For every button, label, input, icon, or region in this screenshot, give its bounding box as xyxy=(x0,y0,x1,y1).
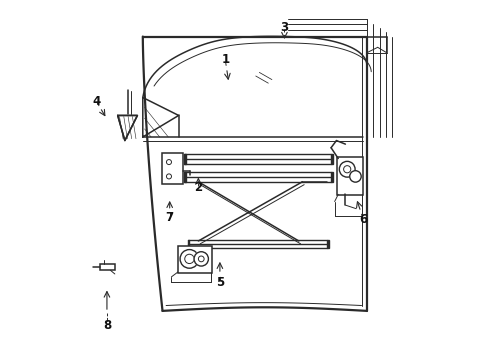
Bar xyxy=(100,264,115,270)
Circle shape xyxy=(350,171,361,182)
Text: 5: 5 xyxy=(216,276,224,289)
Text: 2: 2 xyxy=(195,181,202,194)
Circle shape xyxy=(194,252,208,266)
Bar xyxy=(184,154,186,164)
Text: 1: 1 xyxy=(221,53,229,66)
Text: 6: 6 xyxy=(359,213,368,226)
Bar xyxy=(331,172,333,182)
FancyBboxPatch shape xyxy=(177,246,212,273)
Circle shape xyxy=(339,161,355,177)
Bar xyxy=(331,154,333,164)
Circle shape xyxy=(180,249,199,268)
Bar xyxy=(188,239,190,248)
Polygon shape xyxy=(118,116,137,140)
Text: 3: 3 xyxy=(280,21,289,34)
Text: 7: 7 xyxy=(166,211,174,224)
Text: 8: 8 xyxy=(103,319,111,332)
FancyBboxPatch shape xyxy=(337,157,363,195)
Bar xyxy=(184,172,186,182)
Bar xyxy=(327,239,329,248)
Text: 4: 4 xyxy=(92,95,100,108)
